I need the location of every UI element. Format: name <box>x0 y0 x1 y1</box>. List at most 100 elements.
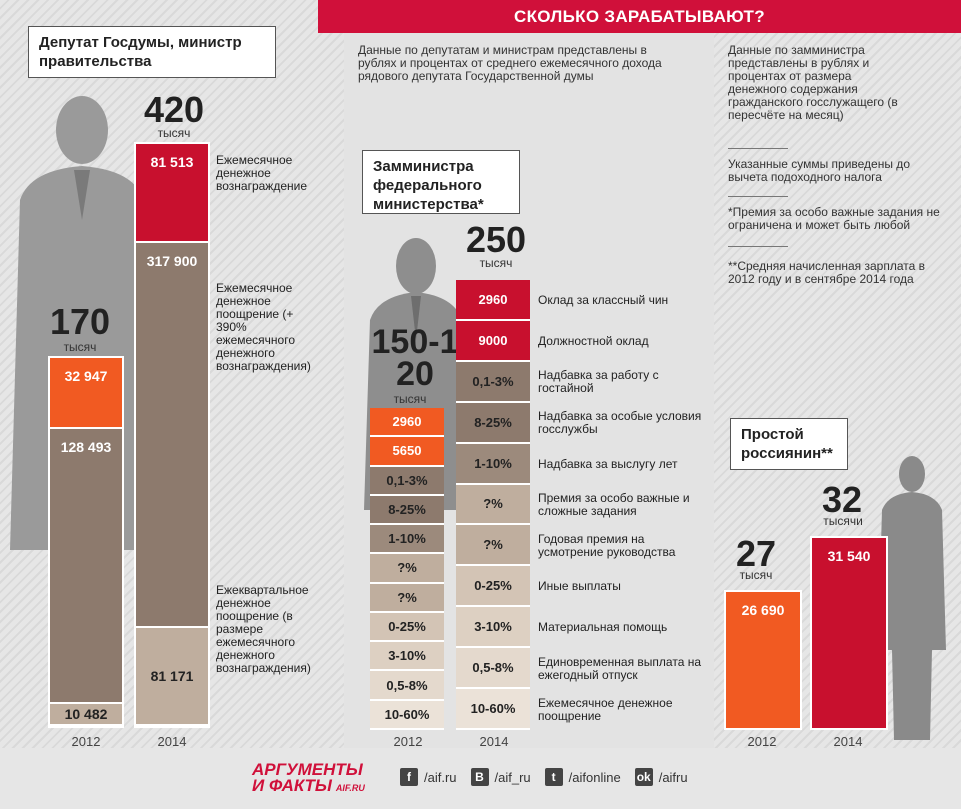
facebook-icon: f <box>400 768 418 786</box>
note-bonus: *Премия за особо важные задания не огран… <box>728 205 940 232</box>
deputy-minister-desc: Материальная помощь <box>538 620 668 635</box>
bar-segment-label: 0,5-8% <box>386 677 428 693</box>
bar-segment: 5650 <box>370 437 444 467</box>
intro-right: Данные по замминистра представлены в руб… <box>728 43 898 122</box>
bar-segment: 2960 <box>456 280 530 321</box>
notes-divider <box>728 148 788 149</box>
deputy-minister-bar-2014: 2960 9000 0,1-3% 8-25% 1-10%?%?% 0-25% 3-10% 0,… <box>456 280 530 730</box>
citizen-total-2014: 32 <box>821 479 863 520</box>
deputy-minister-desc: Должностной оклад <box>538 333 649 348</box>
deputy-minister-total-2014: 250 <box>465 219 527 260</box>
bar-segment-label: 32 947 <box>64 368 108 384</box>
deputy-minister-bar-2012: 2960 5650 0,1-3% 8-25% 1-10%?%?% 0-25% 3-10% 0,… <box>370 408 444 730</box>
bar-segment: 0,5-8% <box>456 648 530 690</box>
bar-segment: 8-25% <box>370 495 444 526</box>
deputy-minister-desc: Оклад за классный чин <box>538 292 669 307</box>
deputy-minister-desc: Надбавка за особые условия госслужбы <box>538 409 702 437</box>
deputy-total-2014: 420 <box>143 89 205 130</box>
bar-segment-label: 3-10% <box>388 648 426 664</box>
bar-segment-label: 10-60% <box>384 706 430 722</box>
bar-segment: 1-10% <box>370 525 444 555</box>
citizen-bar-2014: 31 540 <box>810 536 888 730</box>
deputy-minister-desc: Единовременная выплата на ежегодный отпу… <box>538 654 701 682</box>
bar-segment: 81 171 <box>136 628 208 726</box>
citizen-label: Простой россиянин** <box>730 418 848 470</box>
note-average-salary: **Средняя начисленная зарплата в 2012 го… <box>728 259 925 286</box>
deputy-bar-2014: 81 513 317 900 81 171 <box>134 142 210 728</box>
deputy-minister-total-2012: 150-120 <box>371 323 459 393</box>
bar-segment: ?% <box>456 525 530 567</box>
vk-icon: В <box>470 768 489 786</box>
note-tax: Указанные суммы приведены до вычета подо… <box>728 157 910 184</box>
bar-segment-label: ?% <box>397 560 417 576</box>
twitter-icon: t <box>544 768 563 786</box>
aif-logo[interactable]: АРГУМЕНТЫ И ФАКТЫ AIF.RU <box>252 760 372 798</box>
deputy-minister-desc: Надбавка за работу с гостайной <box>538 368 659 396</box>
bar-segment: ?% <box>370 554 444 584</box>
bar-segment-label: 2960 <box>392 414 422 430</box>
deputy-minister-unit-2014: тысяч <box>479 256 513 270</box>
bar-segment-label: 10 482 <box>64 706 108 722</box>
bar-segment: 128 493 <box>50 429 122 704</box>
deputy-minister-unit-2012: тысяч <box>393 392 427 406</box>
bar-segment-label: 10-60% <box>470 701 516 717</box>
social-link-label: /aif.ru <box>424 769 457 785</box>
social-link[interactable]: ok/aifru <box>634 768 688 786</box>
social-links: f/aif.ru В/aif_ru t/aifonline ok/aifru <box>400 768 688 786</box>
bar-segment-label: 0,5-8% <box>472 660 514 676</box>
header-banner: СКОЛЬКО ЗАРАБАТЫВАЮТ? <box>318 0 961 33</box>
notes-divider <box>728 246 788 247</box>
deputy-label: Депутат Госдумы, министр правительства <box>28 26 276 78</box>
deputy-minister-desc: Надбавка за выслугу лет <box>538 456 678 471</box>
social-link[interactable]: f/aif.ru <box>400 768 457 786</box>
odnoklassniki-icon: ok <box>634 768 653 786</box>
social-link-label: /aifonline <box>568 769 621 785</box>
bar-segment-label: 1-10% <box>474 455 512 471</box>
citizen-unit-2012: тысяч <box>739 568 773 582</box>
citizen-total-2012: 27 <box>735 533 777 574</box>
social-link[interactable]: В/aif_ru <box>470 768 531 786</box>
deputy-total-2012: 170 <box>49 301 111 342</box>
notes-divider <box>728 196 788 197</box>
citizen-bar-2012: 26 690 <box>724 590 802 730</box>
citizen-year-2014: 2014 <box>833 734 863 749</box>
bar-segment-label: ?% <box>483 537 503 553</box>
intro-middle: Данные по депутатам и министрам представ… <box>358 43 662 83</box>
bar-segment: ?% <box>370 583 444 613</box>
deputy-desc-monthly-bonus: Ежемесячное денежное поощрение (+ 390% е… <box>216 281 311 373</box>
bar-segment-label: 128 493 <box>60 439 112 455</box>
deputy-desc-monthly-reward: Ежемесячное денежное вознаграждение <box>216 153 308 193</box>
bar-segment: 10-60% <box>456 689 530 730</box>
bar-segment: 0,1-3% <box>370 466 444 496</box>
bar-segment-label: ?% <box>397 589 417 605</box>
bar-segment: 10-60% <box>370 700 444 730</box>
bar-segment: 9000 <box>456 320 530 362</box>
bar-segment-label: 0-25% <box>388 619 426 635</box>
bar-segment-label: 3-10% <box>474 619 512 635</box>
bar-segment: 81 513 <box>136 144 208 243</box>
deputy-minister-desc: Премия за особо важные и сложные задания <box>538 491 690 518</box>
bar-segment: 8-25% <box>456 402 530 444</box>
bar-segment: 3-10% <box>456 607 530 649</box>
deputy-unit-2014: тысяч <box>157 126 191 140</box>
logo-site: AIF.RU <box>335 783 365 793</box>
bar-segment: 0-25% <box>370 612 444 643</box>
bar-value-label: 31 540 <box>827 548 871 564</box>
bar-segment-label: 1-10% <box>388 531 426 547</box>
bar-segment-label: 0,1-3% <box>472 373 514 389</box>
bar-segment: 32 947 <box>50 358 122 429</box>
bar-segment-label: 81 513 <box>150 154 194 170</box>
bar-segment: 10 482 <box>50 704 122 726</box>
deputy-minister-year-2012: 2012 <box>393 734 423 749</box>
deputy-minister-desc: Годовая премия на усмотрение руководства <box>538 531 676 559</box>
bar-segment: 317 900 <box>136 243 208 628</box>
social-link[interactable]: t/aifonline <box>544 768 621 786</box>
bar-segment: 0,1-3% <box>456 361 530 403</box>
bar-segment: 3-10% <box>370 642 444 672</box>
bar-segment-label: 317 900 <box>146 253 198 269</box>
bar-segment: 0-25% <box>456 566 530 608</box>
citizen-silhouette-icon <box>878 456 946 740</box>
deputy-unit-2012: тысяч <box>63 340 97 354</box>
logo-line2: И ФАКТЫ <box>252 776 332 795</box>
logo-line1: АРГУМЕНТЫ <box>252 760 363 779</box>
